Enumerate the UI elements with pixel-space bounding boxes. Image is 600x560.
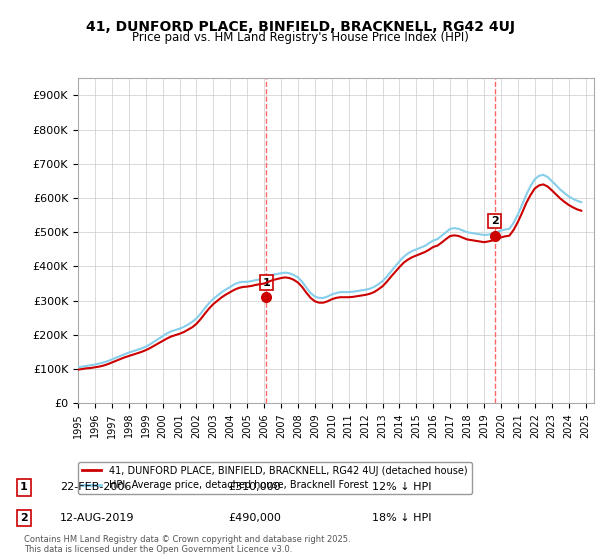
Text: Contains HM Land Registry data © Crown copyright and database right 2025.
This d: Contains HM Land Registry data © Crown c… [24, 535, 350, 554]
Text: 12-AUG-2019: 12-AUG-2019 [60, 513, 134, 523]
Text: 2: 2 [20, 513, 28, 523]
Text: £490,000: £490,000 [228, 513, 281, 523]
Text: 1: 1 [20, 482, 28, 492]
Text: Price paid vs. HM Land Registry's House Price Index (HPI): Price paid vs. HM Land Registry's House … [131, 31, 469, 44]
Text: 2: 2 [491, 216, 499, 226]
Legend: 41, DUNFORD PLACE, BINFIELD, BRACKNELL, RG42 4UJ (detached house), HPI: Average : 41, DUNFORD PLACE, BINFIELD, BRACKNELL, … [78, 461, 472, 494]
Text: 18% ↓ HPI: 18% ↓ HPI [372, 513, 431, 523]
Text: 41, DUNFORD PLACE, BINFIELD, BRACKNELL, RG42 4UJ: 41, DUNFORD PLACE, BINFIELD, BRACKNELL, … [86, 20, 515, 34]
Text: 12% ↓ HPI: 12% ↓ HPI [372, 482, 431, 492]
Text: £310,000: £310,000 [228, 482, 281, 492]
Text: 1: 1 [263, 278, 271, 288]
Text: 22-FEB-2006: 22-FEB-2006 [60, 482, 131, 492]
